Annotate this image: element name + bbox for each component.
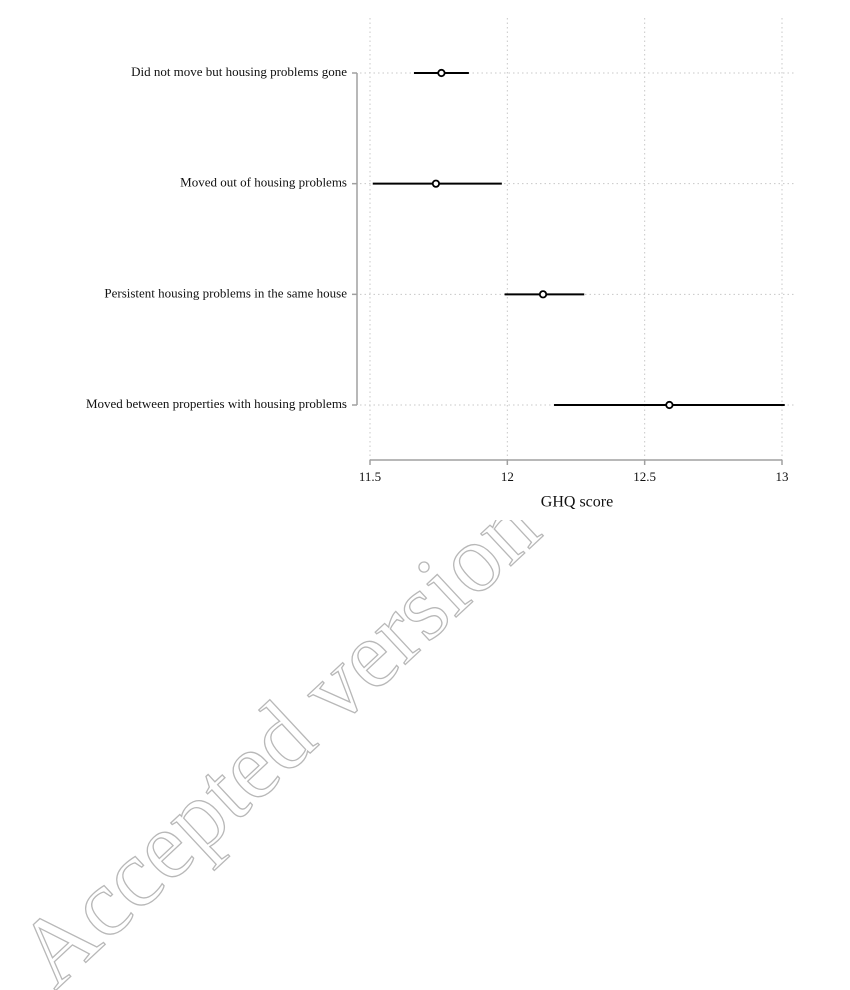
- x-tick-label: 13: [776, 469, 789, 484]
- point-estimate: [538, 290, 548, 299]
- plot-background: [0, 0, 850, 520]
- point-estimate: [437, 68, 446, 78]
- x-tick-label: 12: [501, 469, 514, 484]
- y-tick-label: Persistent housing problems in the same …: [104, 285, 347, 300]
- y-tick-label: Moved between properties with housing pr…: [86, 396, 347, 411]
- x-tick-label: 11.5: [359, 469, 381, 484]
- x-axis-title: GHQ score: [541, 494, 613, 511]
- watermark: Accepted version: [0, 472, 559, 990]
- y-tick-label: Moved out of housing problems: [180, 175, 347, 190]
- y-tick-label: Did not move but housing problems gone: [131, 64, 347, 79]
- x-tick-label: 12.5: [633, 469, 656, 484]
- point-estimate: [665, 400, 674, 410]
- point-estimate: [431, 179, 441, 188]
